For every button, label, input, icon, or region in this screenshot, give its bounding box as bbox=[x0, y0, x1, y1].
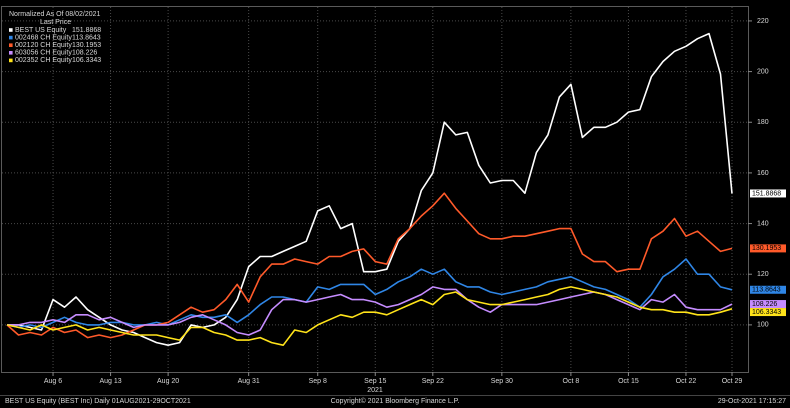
legend-heading: Normalized As Of 08/02/2021 bbox=[9, 11, 101, 18]
legend-label: 002352 CH Equity bbox=[15, 57, 72, 64]
footer-left: BEST US Equity (BEST Inc) Daily 01AUG202… bbox=[5, 398, 191, 405]
footer-center: Copyright© 2021 Bloomberg Finance L.P. bbox=[331, 397, 460, 405]
legend-swatch bbox=[9, 58, 13, 63]
value-label: 106.3343 bbox=[752, 309, 781, 316]
y-tick-label: 180 bbox=[757, 119, 769, 126]
x-tick-label: Aug 31 bbox=[238, 378, 260, 385]
value-tag bbox=[750, 300, 786, 309]
value-tag bbox=[750, 189, 786, 198]
value-label: 108.226 bbox=[752, 301, 777, 308]
grid bbox=[2, 7, 748, 372]
series-line bbox=[7, 286, 733, 336]
legend-label: 002120 CH Equity bbox=[15, 42, 72, 49]
legend-swatch bbox=[9, 28, 13, 32]
x-tick-label: Sep 30 bbox=[491, 378, 513, 385]
series-line bbox=[6, 286, 733, 347]
x-tick-label: Oct 8 bbox=[563, 378, 580, 385]
legend-swatch bbox=[9, 35, 13, 40]
legend-value: 108.226 bbox=[72, 50, 97, 57]
legend-label: 002468 CH Equity bbox=[15, 34, 72, 41]
y-tick-label: 140 bbox=[757, 220, 769, 227]
axis: 100 120 140 160 180 200 220 Aug 6 Aug 13 Aug 20 Au… bbox=[44, 18, 786, 385]
legend-label: 603056 CH Equity bbox=[15, 50, 72, 57]
value-label: 113.8643 bbox=[752, 287, 781, 294]
y-tick-label: 200 bbox=[757, 68, 769, 75]
y-tick-label: 120 bbox=[757, 271, 769, 278]
x-tick-label: Oct 15 bbox=[618, 378, 639, 385]
legend-value: 113.8643 bbox=[72, 34, 101, 41]
value-label: 130.1953 bbox=[752, 245, 781, 252]
x-tick-label: Sep 22 bbox=[422, 378, 444, 385]
value-tag bbox=[750, 244, 786, 253]
legend: Normalized As Of 08/02/2021 Last Price B… bbox=[9, 11, 101, 64]
series-line bbox=[6, 258, 733, 329]
series-line bbox=[7, 32, 733, 347]
value-label: 151.8868 bbox=[752, 190, 781, 197]
series-line bbox=[6, 192, 733, 339]
legend-value: 106.3343 bbox=[72, 57, 101, 64]
x-tick-label: Sep 15 bbox=[364, 378, 386, 385]
legend-title: Last Price bbox=[40, 19, 71, 26]
x-tick-label: Aug 13 bbox=[99, 378, 121, 385]
footer-right: 29-Oct-2021 17:15:27 bbox=[718, 398, 786, 405]
legend-swatch bbox=[9, 43, 13, 47]
legend-swatch bbox=[9, 51, 13, 55]
y-tick-label: 220 bbox=[757, 18, 769, 25]
lines bbox=[6, 32, 733, 347]
x-axis-label: 2021 bbox=[367, 387, 383, 394]
value-tag bbox=[750, 308, 786, 317]
legend-label: BEST US Equity bbox=[15, 27, 67, 34]
x-tick-label: Aug 6 bbox=[44, 378, 62, 385]
x-tick-label: Sep 8 bbox=[309, 378, 327, 385]
x-tick-label: Aug 20 bbox=[157, 378, 179, 385]
y-tick-label: 160 bbox=[757, 170, 769, 177]
x-tick-label: Oct 22 bbox=[676, 378, 697, 385]
legend-value: 130.1953 bbox=[72, 42, 101, 49]
x-tick-label: Oct 29 bbox=[722, 378, 743, 385]
y-tick-label: 100 bbox=[757, 322, 769, 329]
value-tag bbox=[750, 285, 786, 294]
legend-value: 151.8868 bbox=[72, 27, 101, 34]
